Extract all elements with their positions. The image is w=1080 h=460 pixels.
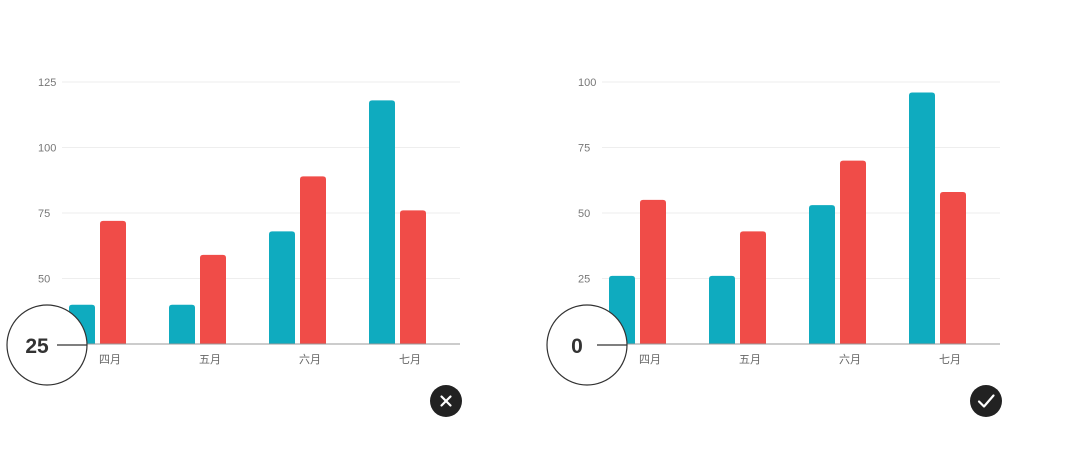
chart-right: 25 50 75 100 四月 五月 六月 七月 0 (540, 0, 1080, 460)
y-tick-label: 50 (578, 208, 590, 220)
bar-series-b (940, 192, 966, 344)
y-tick-label: 75 (578, 143, 590, 155)
x-tick-label: 七月 (939, 353, 961, 366)
bar-series-a (169, 304, 195, 344)
bar-series-a (369, 100, 395, 344)
y-tick-label: 125 (38, 77, 56, 89)
y-tick-label: 50 (38, 274, 50, 286)
y-tick-label: 100 (38, 143, 56, 155)
bar-series-a (809, 205, 835, 344)
x-tick-label: 五月 (199, 353, 221, 366)
x-tick-label: 七月 (399, 353, 421, 366)
close-icon (430, 385, 462, 417)
bar-series-b (740, 231, 766, 344)
check-icon (970, 385, 1002, 417)
x-tick-label: 四月 (99, 353, 121, 366)
bar-series-b (640, 199, 666, 344)
bar-series-b (400, 210, 426, 344)
bar-series-a (909, 92, 935, 344)
baseline-value-label: 0 (571, 335, 583, 358)
bar-series-a (269, 231, 295, 344)
chart-left: 50 75 100 125 四月 五月 六月 七月 25 (6, 77, 462, 417)
bar-series-b (840, 160, 866, 344)
chart-right-svg: 25 50 75 100 四月 五月 六月 七月 0 (546, 77, 1002, 417)
bar-series-b (300, 176, 326, 344)
x-tick-label: 六月 (299, 353, 321, 366)
baseline-value-label: 25 (25, 335, 49, 358)
bar-series-b (200, 254, 226, 344)
x-tick-label: 五月 (739, 353, 761, 366)
y-tick-label: 100 (578, 77, 596, 89)
x-tick-label: 四月 (639, 353, 661, 366)
bar-series-a (709, 275, 735, 344)
y-tick-label: 75 (38, 208, 50, 220)
chart-left-svg: 50 75 100 125 四月 五月 六月 七月 25 (6, 77, 462, 417)
bar-series-b (100, 220, 126, 344)
x-tick-label: 六月 (839, 353, 861, 366)
y-tick-label: 25 (578, 274, 590, 286)
